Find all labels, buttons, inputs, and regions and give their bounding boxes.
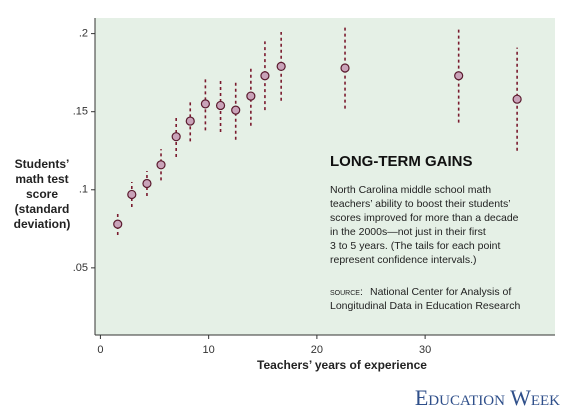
point — [231, 105, 241, 115]
point — [113, 219, 123, 229]
point — [260, 71, 270, 81]
point — [512, 94, 522, 104]
x-tick-label: 0 — [97, 344, 103, 356]
chart-title: LONG-TERM GAINS — [330, 153, 473, 170]
description: teachers’ ability to boost their student… — [330, 198, 511, 210]
source: National Center for Analysis of — [370, 286, 511, 298]
point — [340, 63, 350, 73]
y-tick-label: .2 — [79, 28, 88, 40]
point — [127, 189, 137, 200]
x-tick-label: 20 — [311, 344, 323, 356]
y-axis-label: math test — [15, 172, 68, 186]
point — [142, 178, 152, 189]
x-tick-label: 30 — [419, 344, 431, 356]
description: in the 2000s—not just in their first — [330, 226, 486, 238]
point — [156, 160, 166, 170]
point — [215, 100, 226, 111]
point — [246, 91, 256, 101]
x-axis-label: Teachers’ years of experience — [257, 358, 427, 372]
point — [454, 71, 464, 81]
y-axis-label: (standard — [15, 202, 70, 216]
description: scores improved for more than a decade — [330, 212, 519, 224]
y-axis-label: deviation) — [14, 217, 71, 231]
point — [200, 99, 210, 109]
y-tick-label: .15 — [73, 106, 88, 118]
source-label: source: — [330, 286, 363, 298]
plot-area — [95, 18, 555, 335]
description: represent confidence intervals.) — [330, 254, 477, 266]
y-axis-label: score — [26, 187, 58, 201]
y-axis-label: Students’ — [15, 157, 70, 171]
description: North Carolina middle school math — [330, 184, 491, 196]
y-tick-label: .05 — [73, 262, 88, 274]
description: 3 to 5 years. (The tails for each point — [330, 240, 501, 252]
x-tick-label: 10 — [203, 344, 215, 356]
point — [276, 61, 286, 72]
point — [171, 132, 181, 142]
point — [185, 116, 195, 126]
source: Longitudinal Data in Education Research — [330, 300, 520, 312]
y-tick-label: .1 — [79, 184, 88, 196]
publisher: Education Week — [415, 385, 560, 410]
